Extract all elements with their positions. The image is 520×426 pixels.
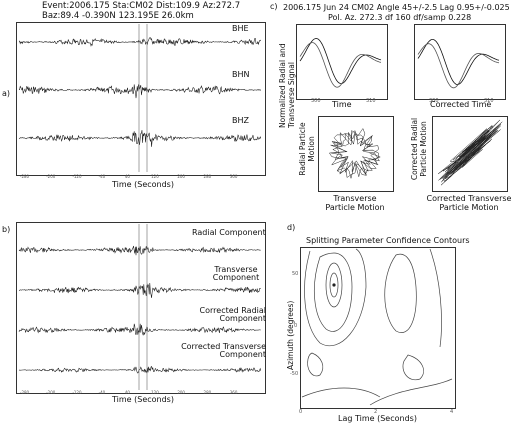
panel-b-tick-12: -40 xyxy=(98,390,106,395)
panel-a-xlabel: Time (Seconds) xyxy=(112,180,174,189)
pm-left-trace xyxy=(328,127,381,180)
panel-b-tick-20: 120 xyxy=(151,390,159,395)
trace-label-corrected-transverse: Corrected Transverse Component xyxy=(181,342,266,359)
best-fit-marker xyxy=(332,283,336,287)
trace-corrected-transverse xyxy=(18,366,262,374)
waveform-box-right xyxy=(414,24,506,100)
panel-b-label: b) xyxy=(2,225,11,234)
xtick-0: 0 xyxy=(299,409,303,415)
panel-b-xlabel: Time (Seconds) xyxy=(112,395,174,404)
pm-right-trace xyxy=(437,119,503,186)
panel-a-tick-16: 40 xyxy=(124,174,130,179)
trace-bhz xyxy=(18,130,262,147)
contour-loop-right-top xyxy=(384,253,417,333)
ytick-0: 0 xyxy=(294,323,298,329)
xtick-4: 4 xyxy=(450,409,454,415)
wave-right-tick-1: 300 xyxy=(429,98,439,104)
panel-b-tick-4: -200 xyxy=(46,390,56,395)
trace-label-bhz: BHZ xyxy=(232,116,249,125)
wave-left-xlabel: Time xyxy=(332,100,352,109)
panel-c-header-2: Pol. Az. 272.3 df 160 df/samp 0.228 xyxy=(328,13,472,22)
wave-right-curve-1 xyxy=(417,39,500,85)
contour-bottom-arc xyxy=(301,387,381,398)
contour-outer-left xyxy=(304,248,367,347)
panel-b-tick-32: 360 xyxy=(229,390,238,395)
panel-b-tick-16: 40 xyxy=(124,390,130,395)
wave-left-tick-1: 300 xyxy=(311,98,321,104)
waveform-left xyxy=(299,38,382,88)
particle-motion-left xyxy=(328,127,381,180)
waveform-box-left xyxy=(296,24,388,100)
contour-bottom-arc-2 xyxy=(369,378,453,406)
panel-c-label: c) xyxy=(270,2,278,11)
contour-inner-2 xyxy=(325,262,343,308)
contour-plot xyxy=(301,248,453,406)
trace-radial xyxy=(18,245,261,256)
contour-mid-1 xyxy=(314,252,353,332)
panel-d-xlabel: Lag Time (Seconds) xyxy=(338,414,417,423)
wave-left-tick-2: 310 xyxy=(366,98,376,104)
event-line-1: Event:2006.175 Sta:CM02 Dist:109.9 Az:27… xyxy=(42,1,241,11)
panel-b-tick-0: -280 xyxy=(20,390,30,395)
panel-a-tick-0: -280 xyxy=(20,174,30,179)
pm-left-xlabel: Transverse Particle Motion xyxy=(325,194,385,212)
panel-b-frame xyxy=(16,222,266,394)
panel-a-tick-8: -120 xyxy=(72,174,82,179)
panel-d-ylabel: Azimuth (degrees) xyxy=(286,300,295,370)
trace-bhe xyxy=(18,37,262,47)
contour-inner-1 xyxy=(329,272,339,298)
wave-right-curve-2 xyxy=(417,43,500,89)
trace-bhn xyxy=(19,84,262,99)
panel-a-traces xyxy=(18,24,262,172)
trace-corrected-radial xyxy=(18,323,261,336)
contour-plot-frame xyxy=(300,247,456,409)
panel-b-tick-24: 200 xyxy=(177,390,185,395)
particle-motion-right xyxy=(437,119,503,186)
panel-a-label: a) xyxy=(2,89,11,98)
trace-label-corrected-radial: Corrected Radial Component xyxy=(199,306,266,323)
trace-transverse xyxy=(19,282,261,298)
panel-a-tick-28: 280 xyxy=(203,174,212,179)
ytick-50: 50 xyxy=(292,271,299,277)
contour-lower-left xyxy=(307,352,324,377)
panel-b-tick-28: 280 xyxy=(203,390,212,395)
particle-motion-box-left xyxy=(318,116,394,192)
pm-right-ylabel: Corrected Radial Particle Motion xyxy=(410,117,428,181)
contour-lower-right xyxy=(402,354,424,381)
wave-left-curve-2 xyxy=(299,42,382,88)
waveform-right xyxy=(417,39,500,89)
panel-a-tick-32: 360 xyxy=(229,174,238,179)
panel-d-label: d) xyxy=(287,223,296,232)
contour-right-edge xyxy=(429,248,442,348)
panel-c-header-1: 2006.175 Jun 24 CM02 Angle 45+/-2.5 Lag … xyxy=(283,3,510,12)
panel-d-title: Splitting Parameter Confidence Contours xyxy=(306,236,470,245)
panel-a-tick-20: 120 xyxy=(151,174,159,179)
panel-b-traces xyxy=(18,224,262,390)
panel-b-tick-8: -120 xyxy=(72,390,82,395)
trace-label-radial: Radial Component xyxy=(192,228,266,237)
wave-left-curve-1 xyxy=(299,38,382,85)
event-line-2: Baz:89.4 -0.390N 123.195E 26.0km xyxy=(42,11,194,21)
panel-a-tick-12: -40 xyxy=(98,174,106,179)
panel-a-tick-4: -200 xyxy=(46,174,56,179)
trace-label-bhn: BHN xyxy=(232,70,250,79)
pm-right-xlabel: Corrected Transverse Particle Motion xyxy=(426,194,512,212)
wave-right-tick-2: 310 xyxy=(484,98,494,104)
ytick-minus-50: -50 xyxy=(290,371,299,377)
xtick-2: 2 xyxy=(374,409,378,415)
panel-a-tick-24: 200 xyxy=(177,174,185,179)
pm-left-ylabel: Radial Particle Motion xyxy=(298,122,316,176)
panel-a-frame xyxy=(16,22,266,176)
trace-label-transverse: Transverse Component xyxy=(212,265,260,282)
panel-c-ylabel-top: Normalized Radial and Transverse Signal xyxy=(278,43,296,128)
wave-right-xlabel: Corrected Time xyxy=(430,100,492,109)
trace-label-bhe: BHE xyxy=(232,24,249,33)
